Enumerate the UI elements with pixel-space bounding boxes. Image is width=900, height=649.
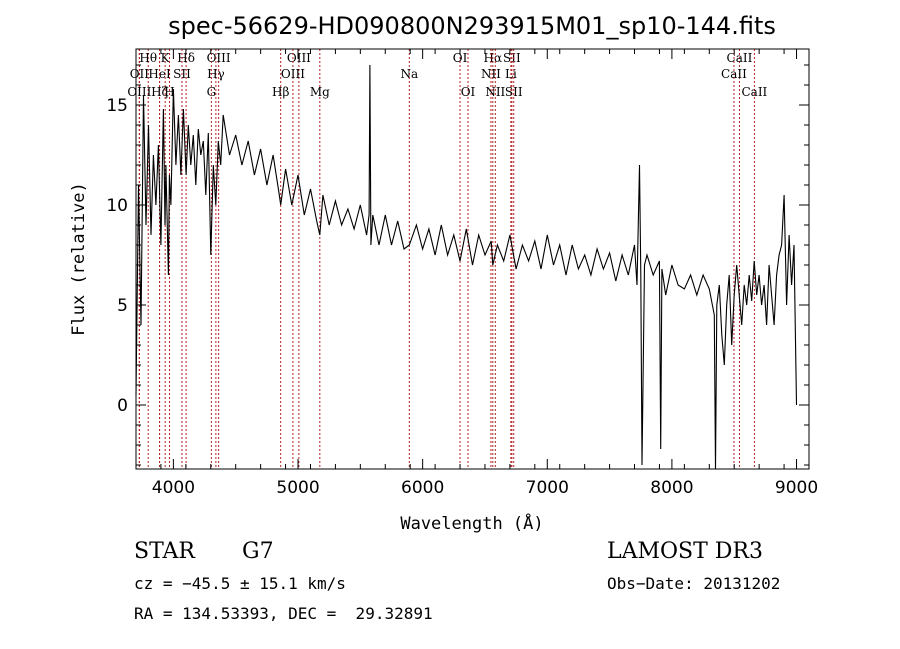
line-marker-label: SII	[505, 85, 523, 99]
line-marker-label: Hγ	[207, 67, 225, 81]
chart-title: spec-56629-HD090800N293915M01_sp10-144.f…	[168, 12, 776, 40]
y-tick-label: 10	[106, 196, 128, 216]
line-marker-label: CaII	[741, 85, 767, 99]
line-marker-label: SII	[173, 67, 191, 81]
line-marker-label: Mg	[310, 85, 330, 99]
line-marker-label: NII	[481, 67, 501, 81]
axis-ticks: 4000 5000 6000 7000 8000 9000 0 5 10 15	[106, 49, 818, 498]
line-marker-label: OIII	[281, 67, 305, 81]
x-tick-label: 7000	[526, 478, 569, 498]
line-marker-label: OI	[453, 51, 468, 65]
line-marker-label: OI	[461, 85, 476, 99]
survey-name: LAMOST DR3	[607, 539, 763, 564]
line-marker-label: OIII	[207, 51, 231, 65]
y-tick-label: 5	[117, 296, 128, 316]
redshift-velocity: cz = −45.5 ± 15.1 km/s	[134, 574, 346, 593]
y-tick-label: 0	[117, 396, 128, 416]
line-marker-label: Hθ	[139, 51, 157, 65]
observation-date: Obs−Date: 20131202	[607, 574, 781, 593]
x-axis-label: Wavelength (Å)	[400, 512, 543, 534]
y-tick-label: 15	[106, 96, 128, 116]
line-marker-label: Hζ	[151, 85, 168, 99]
flux-series-line	[135, 64, 798, 470]
line-marker-label: OIII	[287, 51, 311, 65]
line-marker-label: NII	[485, 85, 505, 99]
y-axis-label: Flux (relative)	[69, 182, 89, 336]
line-marker-label: OIII	[127, 85, 151, 99]
x-tick-label: 9000	[775, 478, 818, 498]
x-tick-label: 6000	[401, 478, 444, 498]
x-tick-label: 4000	[152, 478, 195, 498]
line-marker-label: SII	[503, 51, 521, 65]
x-tick-label: 5000	[276, 478, 319, 498]
line-marker-label: K	[161, 51, 171, 65]
line-marker-label: Na	[400, 67, 418, 81]
line-marker-label: Hβ	[272, 85, 289, 99]
line-marker-label: CaII	[721, 67, 747, 81]
line-marker-label: Hα	[484, 51, 503, 65]
line-marker-label: Li	[505, 67, 517, 81]
object-subclass: G7	[242, 539, 274, 564]
line-marker-label: H	[164, 85, 174, 99]
x-tick-label: 8000	[650, 478, 693, 498]
object-class: STAR	[134, 539, 195, 564]
plot-frame	[135, 48, 810, 470]
line-marker-label: CaII	[727, 51, 753, 65]
sky-coordinates: RA = 134.53393, DEC = 29.32891	[134, 604, 433, 623]
line-marker-label: G	[207, 85, 217, 99]
